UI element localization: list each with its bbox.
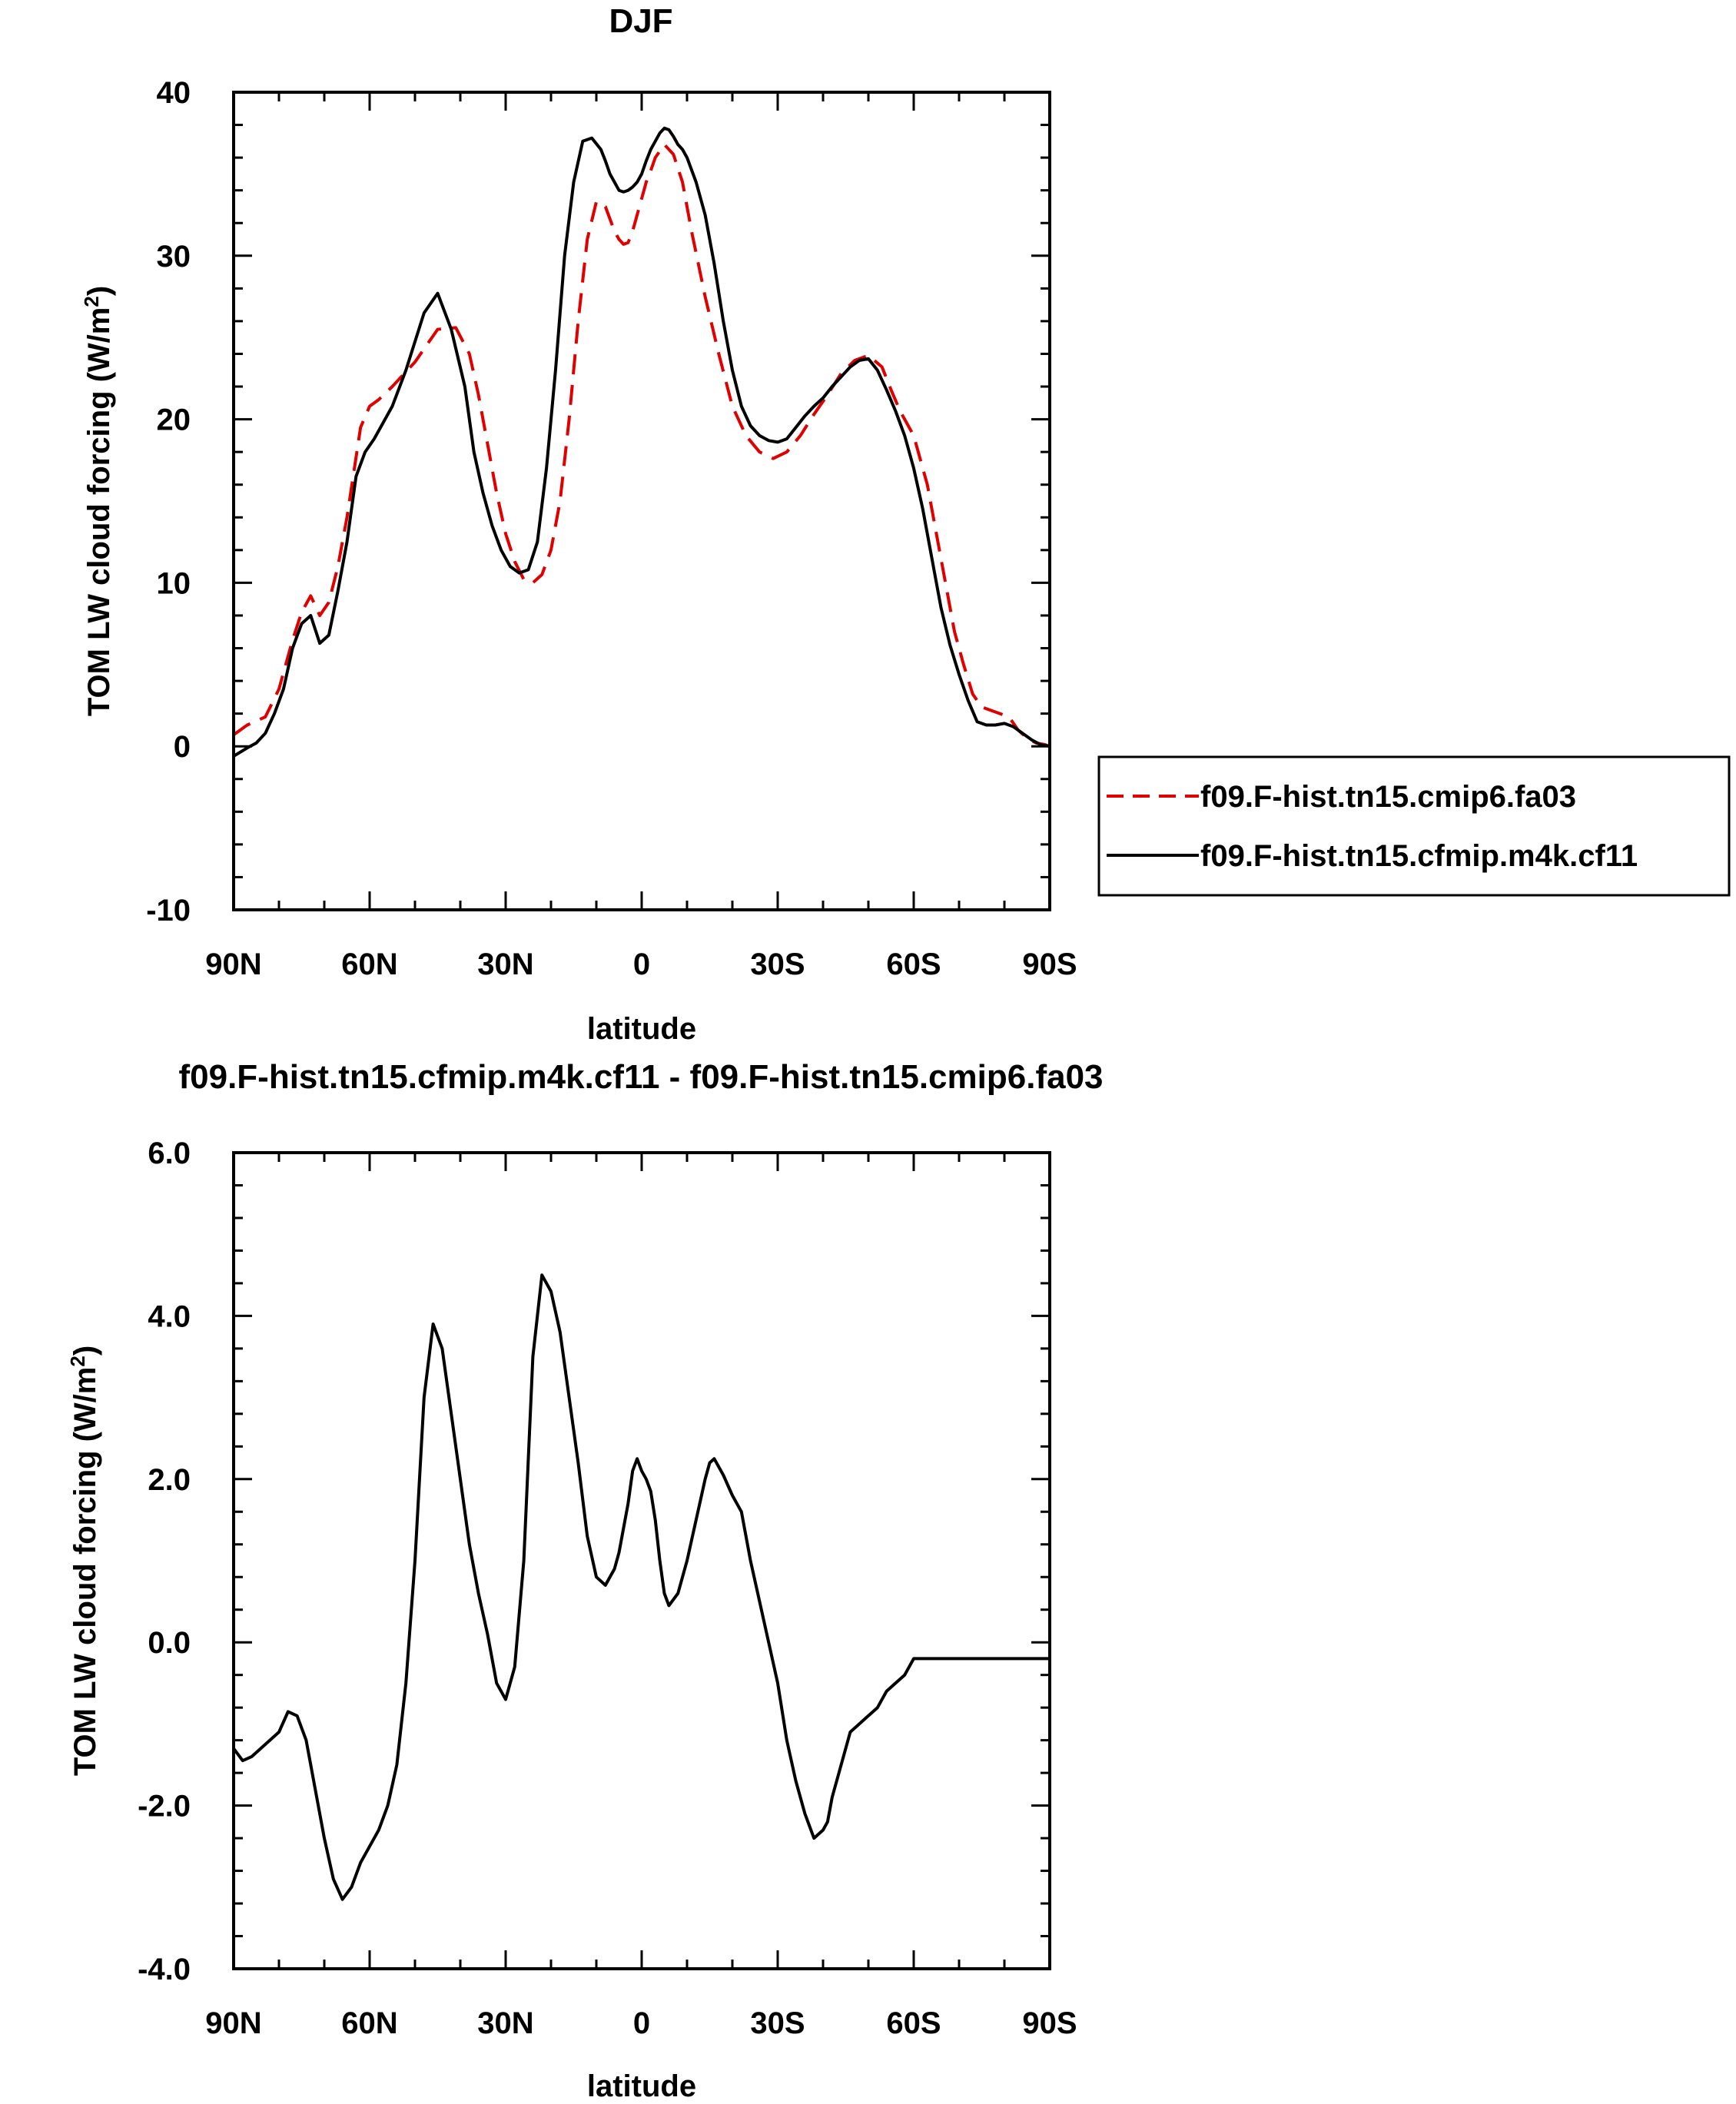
- legend-box: [1097, 755, 1731, 897]
- bottom-y-tick-label: 6.0: [148, 1137, 191, 1170]
- top-y-axis-label-tail: ): [82, 286, 116, 296]
- top-x-ticks: 90N 60N 30N 0 30S 60S 90S: [205, 92, 1077, 981]
- top-x-tick-label: 0: [633, 947, 650, 981]
- legend: f09.F-hist.tn15.cmip6.fa03 f09.F-hist.tn…: [1097, 755, 1731, 897]
- top-y-tick-label: 40: [157, 76, 191, 110]
- bottom-panel: f09.F-hist.tn15.cfmip.m4k.cf11 - f09.F-h…: [66, 1058, 1104, 2103]
- bottom-y-tick-label: 4.0: [148, 1299, 191, 1333]
- bottom-y-axis-label-main: TOM LW cloud forcing (W/m: [68, 1367, 102, 1777]
- bottom-title: f09.F-hist.tn15.cfmip.m4k.cf11 - f09.F-h…: [178, 1058, 1103, 1096]
- bottom-y-tick-label: -4.0: [138, 1953, 191, 1986]
- bottom-x-tick-label: 30N: [477, 2006, 533, 2040]
- top-x-tick-label: 60S: [886, 947, 941, 981]
- top-y-tick-label: -10: [146, 894, 191, 928]
- top-x-tick-label: 30N: [477, 947, 533, 981]
- top-x-tick-label: 30S: [750, 947, 805, 981]
- top-y-tick-label: 0: [174, 730, 191, 764]
- bottom-x-axis-label: latitude: [587, 2069, 696, 2103]
- top-title: DJF: [609, 2, 672, 40]
- bottom-x-tick-label: 0: [633, 2006, 650, 2040]
- top-series-line-1: [232, 143, 1051, 748]
- legend-entry-1: f09.F-hist.tn15.cmip6.fa03: [1200, 780, 1576, 814]
- top-plot-frame: [232, 91, 1051, 911]
- bottom-series-group: [232, 1273, 1050, 1901]
- top-x-tick-label: 60N: [341, 947, 397, 981]
- bottom-plot-frame: [232, 1151, 1051, 1970]
- bottom-y-ticks: -4.0 -2.0 0.0 2.0 4.0 6.0: [138, 1137, 1050, 1986]
- bottom-x-tick-label: 90S: [1022, 2006, 1077, 2040]
- top-y-tick-label: 30: [157, 240, 191, 274]
- top-y-ticks: -10 0 10 20 30 40: [146, 76, 1050, 928]
- bottom-x-tick-label: 60N: [341, 2006, 397, 2040]
- bottom-x-tick-label: 30S: [750, 2006, 805, 2040]
- bottom-series-line-1: [232, 1273, 1050, 1901]
- top-panel: DJF -10 0 10 20 30 40 90N 60N 30N 0 30S 60S 90S lat…: [80, 2, 1731, 1046]
- top-y-tick-label: 20: [157, 403, 191, 437]
- top-y-axis-label: TOM LW cloud forcing (W/m2): [80, 286, 116, 716]
- top-x-tick-label: 90N: [205, 947, 261, 981]
- bottom-x-ticks: 90N 60N 30N 0 30S 60S 90S: [205, 1153, 1077, 2040]
- top-y-tick-label: 10: [157, 566, 191, 600]
- bottom-y-tick-label: 2.0: [148, 1463, 191, 1497]
- top-y-axis-label-main: TOM LW cloud forcing (W/m: [82, 307, 116, 717]
- bottom-y-tick-label: -2.0: [138, 1790, 191, 1824]
- top-x-tick-label: 90S: [1022, 947, 1077, 981]
- top-y-axis-label-sup: 2: [80, 296, 103, 307]
- bottom-y-axis-label-tail: ): [68, 1346, 102, 1356]
- bottom-y-axis-label: TOM LW cloud forcing (W/m2): [66, 1346, 102, 1776]
- bottom-y-tick-label: 0.0: [148, 1626, 191, 1660]
- bottom-x-tick-label: 60S: [886, 2006, 941, 2040]
- top-series-line-2: [232, 126, 1051, 758]
- legend-entry-2: f09.F-hist.tn15.cfmip.m4k.cf11: [1200, 839, 1638, 873]
- bottom-x-tick-label: 90N: [205, 2006, 261, 2040]
- top-series-group: [232, 126, 1051, 758]
- top-x-axis-label: latitude: [587, 1012, 696, 1046]
- bottom-y-axis-label-sup: 2: [66, 1356, 89, 1366]
